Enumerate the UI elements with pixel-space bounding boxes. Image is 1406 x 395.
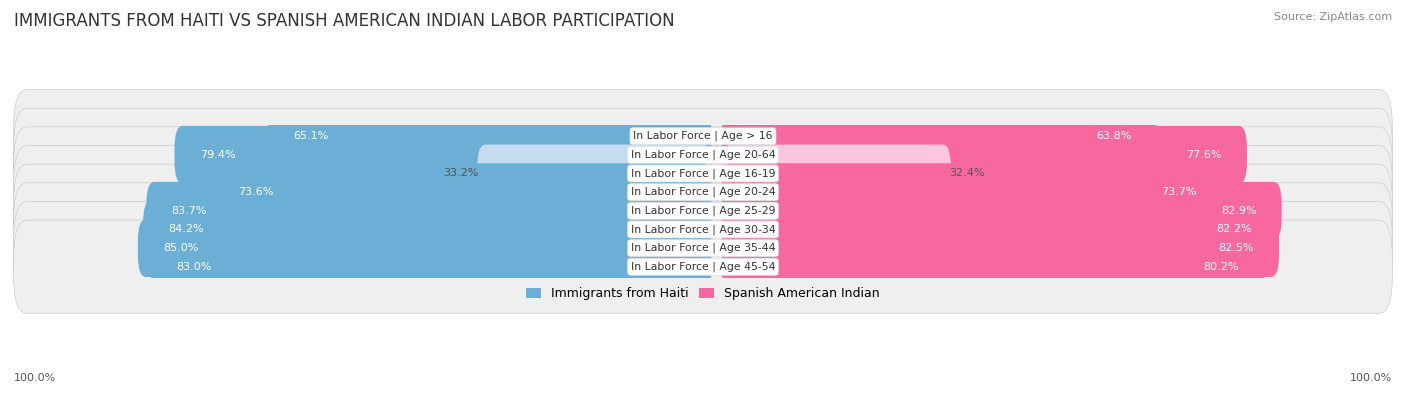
- Text: 82.5%: 82.5%: [1219, 243, 1254, 253]
- FancyBboxPatch shape: [14, 164, 1392, 258]
- Text: 73.6%: 73.6%: [238, 187, 273, 197]
- FancyBboxPatch shape: [150, 238, 711, 295]
- FancyBboxPatch shape: [723, 163, 1222, 221]
- FancyBboxPatch shape: [14, 108, 1392, 201]
- FancyBboxPatch shape: [146, 182, 711, 240]
- FancyBboxPatch shape: [14, 220, 1392, 313]
- Text: In Labor Force | Age 30-34: In Labor Force | Age 30-34: [631, 224, 775, 235]
- Text: In Labor Force | Age > 16: In Labor Force | Age > 16: [633, 131, 773, 141]
- FancyBboxPatch shape: [14, 127, 1392, 220]
- FancyBboxPatch shape: [723, 182, 1282, 240]
- Text: 82.2%: 82.2%: [1216, 224, 1251, 234]
- Text: In Labor Force | Age 20-64: In Labor Force | Age 20-64: [631, 150, 775, 160]
- FancyBboxPatch shape: [14, 183, 1392, 276]
- FancyBboxPatch shape: [723, 201, 1277, 258]
- Text: 32.4%: 32.4%: [949, 169, 986, 179]
- Text: 80.2%: 80.2%: [1204, 262, 1239, 272]
- Text: 73.7%: 73.7%: [1161, 187, 1197, 197]
- FancyBboxPatch shape: [723, 238, 1264, 295]
- FancyBboxPatch shape: [269, 107, 711, 165]
- Text: 79.4%: 79.4%: [200, 150, 235, 160]
- Legend: Immigrants from Haiti, Spanish American Indian: Immigrants from Haiti, Spanish American …: [522, 282, 884, 305]
- FancyBboxPatch shape: [14, 90, 1392, 183]
- Text: 65.1%: 65.1%: [294, 131, 329, 141]
- Text: In Labor Force | Age 20-24: In Labor Force | Age 20-24: [631, 187, 775, 198]
- FancyBboxPatch shape: [143, 201, 711, 258]
- Text: In Labor Force | Age 16-19: In Labor Force | Age 16-19: [631, 168, 775, 179]
- Text: 63.8%: 63.8%: [1095, 131, 1132, 141]
- Text: 100.0%: 100.0%: [14, 373, 56, 383]
- Text: In Labor Force | Age 35-44: In Labor Force | Age 35-44: [631, 243, 775, 253]
- Text: 33.2%: 33.2%: [443, 169, 478, 179]
- Text: Source: ZipAtlas.com: Source: ZipAtlas.com: [1274, 12, 1392, 22]
- FancyBboxPatch shape: [723, 219, 1279, 277]
- Text: 77.6%: 77.6%: [1187, 150, 1222, 160]
- Text: In Labor Force | Age 25-29: In Labor Force | Age 25-29: [631, 205, 775, 216]
- Text: 85.0%: 85.0%: [163, 243, 198, 253]
- FancyBboxPatch shape: [212, 163, 711, 221]
- Text: 82.9%: 82.9%: [1220, 206, 1257, 216]
- FancyBboxPatch shape: [477, 145, 711, 202]
- Text: 84.2%: 84.2%: [169, 224, 204, 234]
- FancyBboxPatch shape: [723, 126, 1247, 184]
- FancyBboxPatch shape: [14, 145, 1392, 239]
- Text: 83.0%: 83.0%: [176, 262, 211, 272]
- FancyBboxPatch shape: [138, 219, 711, 277]
- FancyBboxPatch shape: [723, 145, 950, 202]
- FancyBboxPatch shape: [723, 107, 1157, 165]
- Text: IMMIGRANTS FROM HAITI VS SPANISH AMERICAN INDIAN LABOR PARTICIPATION: IMMIGRANTS FROM HAITI VS SPANISH AMERICA…: [14, 12, 675, 30]
- Text: In Labor Force | Age 45-54: In Labor Force | Age 45-54: [631, 261, 775, 272]
- Text: 83.7%: 83.7%: [172, 206, 207, 216]
- Text: 100.0%: 100.0%: [1350, 373, 1392, 383]
- FancyBboxPatch shape: [14, 201, 1392, 295]
- FancyBboxPatch shape: [174, 126, 711, 184]
